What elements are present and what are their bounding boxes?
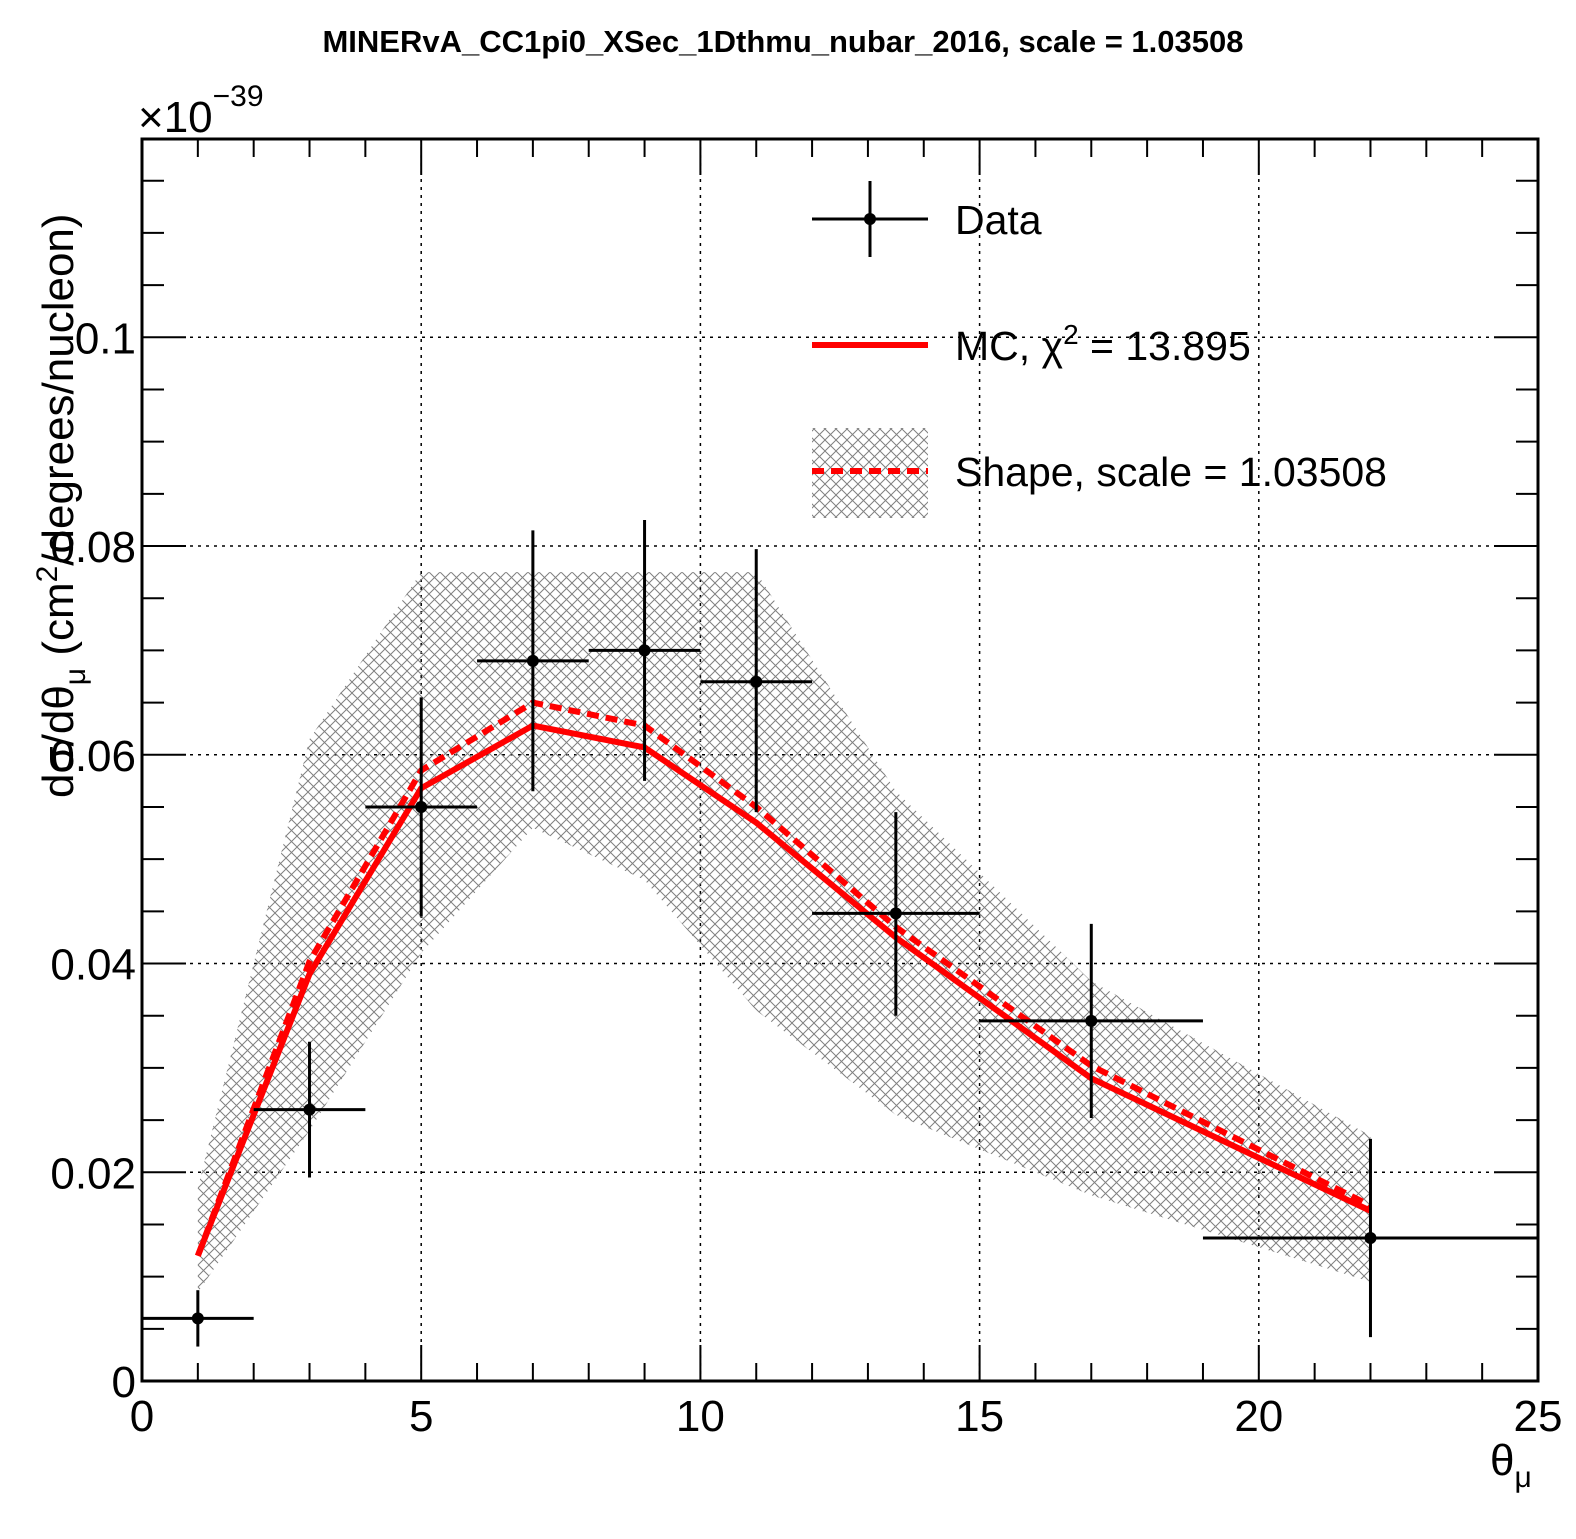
legend-mc-label-post: = 13.895 — [1079, 323, 1251, 369]
x-tick-label: 5 — [409, 1392, 433, 1441]
data-point — [1202, 1138, 1538, 1338]
x-tick-label: 0 — [130, 1392, 154, 1441]
y-axis-label-units: (cm — [34, 582, 83, 668]
y-axis-label-units-post: /degrees/nucleon) — [34, 213, 83, 565]
data-point — [979, 923, 1203, 1118]
data-point-marker — [638, 644, 651, 657]
data-point-marker — [889, 907, 902, 920]
x-tick-label: 20 — [1234, 1392, 1283, 1441]
legend-mc-label-sup: 2 — [1063, 319, 1079, 350]
data-point — [700, 549, 813, 813]
axis-ticks — [141, 139, 1539, 1382]
data-point — [812, 812, 980, 1016]
x-tick-label: 25 — [1514, 1392, 1563, 1441]
x-tick-label: 10 — [676, 1392, 725, 1441]
x-axis-label-main: θ — [1490, 1436, 1514, 1485]
data-point-marker — [1085, 1014, 1098, 1027]
data-point-marker — [526, 654, 539, 667]
legend-shape-label: Shape, scale = 1.03508 — [955, 449, 1387, 495]
y-tick-label: 0.02 — [50, 1149, 136, 1198]
y-tick-label: 0 — [112, 1358, 136, 1407]
chart-title: MINERvA_CC1pi0_XSec_1Dthmu_nubar_2016, s… — [322, 24, 1243, 59]
data-point — [588, 519, 701, 781]
x-axis-label: θμ — [1490, 1436, 1532, 1494]
y-multiplier-base: ×10 — [138, 93, 213, 142]
y-axis-label-main: dσ/dθ — [34, 685, 83, 798]
data-point — [253, 1041, 366, 1178]
data-point-marker — [415, 800, 428, 813]
y-axis-label-units-sup: 2 — [31, 566, 64, 583]
shape-uncertainty-band — [197, 572, 1371, 1293]
y-tick-label: 0.08 — [50, 523, 136, 572]
legend-item-mc: MC, χ2 = 13.895 — [812, 319, 1251, 369]
x-tick-label: 15 — [955, 1392, 1004, 1441]
y-tick-label: 0.06 — [50, 732, 136, 781]
data-point-marker — [191, 1312, 204, 1325]
data-point — [365, 697, 478, 917]
y-tick-label: 0.04 — [50, 941, 136, 990]
data-series — [142, 519, 1538, 1347]
legend-mc-label: MC, χ2 = 13.895 — [955, 319, 1251, 369]
legend: Data MC, χ2 = 13.895 Shape, scale = 1.03… — [812, 181, 1387, 518]
data-point-marker — [750, 675, 763, 688]
y-tick-label: 0.1 — [75, 314, 136, 363]
legend-item-shape: Shape, scale = 1.03508 — [812, 428, 1387, 518]
y-axis-label: dσ/dθμ (cm2/degrees/nucleon) — [31, 213, 92, 798]
y-multiplier-exponent: −39 — [213, 80, 264, 113]
data-point — [142, 1290, 254, 1347]
data-point-marker — [1364, 1232, 1377, 1245]
data-point-marker — [303, 1103, 316, 1116]
x-axis-label-sub: μ — [1514, 1461, 1531, 1494]
plot-frame — [140, 137, 1540, 1383]
y-axis-label-sub: μ — [59, 668, 92, 685]
legend-item-data: Data — [812, 181, 1042, 257]
legend-mc-label-pre: MC, χ — [955, 323, 1064, 369]
systematic-band — [197, 572, 1371, 1293]
data-point — [477, 530, 589, 792]
plot-area — [140, 137, 1540, 1383]
legend-data-label: Data — [955, 197, 1042, 243]
y-multiplier: ×10−39 — [138, 80, 264, 142]
legend-data-marker — [864, 213, 876, 225]
